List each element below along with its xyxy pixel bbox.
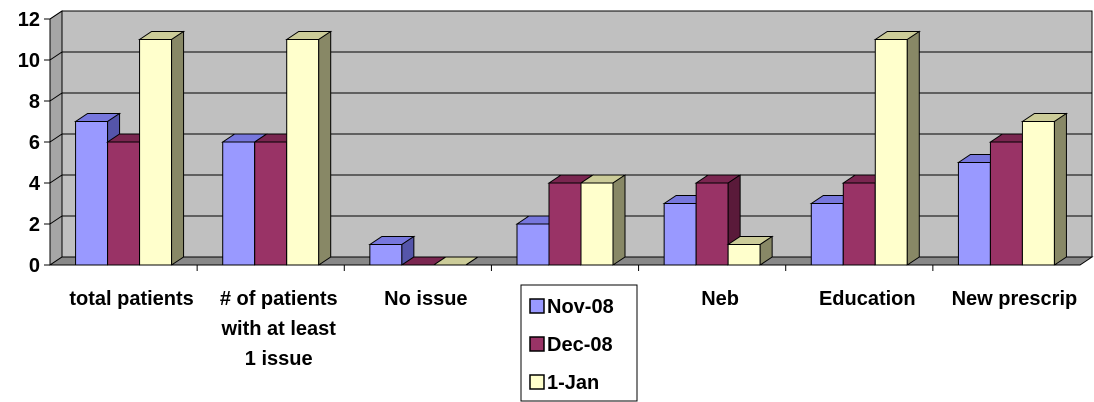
y-tick-label: 2 bbox=[29, 214, 40, 236]
bar bbox=[368, 235, 416, 266]
bar-front bbox=[107, 141, 141, 266]
x-category-label: No issue bbox=[384, 288, 467, 310]
bar-side bbox=[465, 256, 479, 266]
bar bbox=[873, 30, 921, 266]
bar-front bbox=[516, 223, 550, 266]
x-category-label: # of patients with at least 1 issue bbox=[220, 288, 338, 370]
y-axis-tick-labels: 0 2 4 6 8 10 12 bbox=[18, 9, 41, 277]
y-tick-label: 6 bbox=[29, 132, 40, 154]
bar-side bbox=[318, 30, 332, 266]
gridline bbox=[49, 174, 1092, 184]
bar-side bbox=[759, 235, 773, 266]
legend-label: 1-Jan bbox=[547, 372, 599, 394]
bar-side bbox=[906, 30, 920, 266]
bar-front bbox=[254, 141, 288, 266]
y-tick-label: 0 bbox=[29, 255, 40, 277]
x-category-label: Education bbox=[819, 288, 916, 310]
bar-front bbox=[75, 121, 109, 266]
y-tick-label: 4 bbox=[29, 173, 41, 195]
x-category-label: New prescrip bbox=[952, 288, 1078, 310]
legend-label: Nov-08 bbox=[547, 296, 614, 318]
legend-label: Dec-08 bbox=[547, 334, 613, 356]
gridline bbox=[49, 51, 1092, 61]
bar bbox=[137, 30, 186, 266]
bar bbox=[432, 256, 480, 266]
bars bbox=[73, 30, 1069, 266]
legend: Nov-08 Dec-08 1-Jan bbox=[520, 284, 638, 402]
gridline bbox=[49, 92, 1092, 102]
bar-side bbox=[612, 174, 626, 266]
bar-front bbox=[810, 203, 844, 266]
gridline bbox=[49, 133, 1092, 143]
gridline bbox=[49, 10, 1092, 20]
x-category-label: Neb bbox=[701, 288, 739, 310]
x-category-label: total patients bbox=[69, 288, 193, 310]
bar-side bbox=[171, 30, 185, 266]
bar-front bbox=[286, 39, 320, 266]
bar bbox=[579, 174, 627, 266]
bar-front bbox=[727, 244, 761, 266]
bar-side bbox=[1053, 112, 1067, 266]
y-tick-label: 12 bbox=[18, 9, 40, 31]
bar-front bbox=[874, 39, 908, 266]
bar bbox=[1020, 112, 1069, 266]
bar-front bbox=[1021, 121, 1055, 266]
bar bbox=[285, 30, 333, 266]
x-axis-category-labels: total patients # of patients with at least… bbox=[69, 288, 1077, 370]
gridlines bbox=[49, 10, 1092, 225]
bar-front bbox=[548, 182, 582, 266]
gridline bbox=[49, 215, 1092, 225]
bar-front bbox=[957, 162, 991, 266]
legend-swatch bbox=[529, 374, 545, 390]
bar-front bbox=[842, 182, 876, 266]
bar-front bbox=[580, 182, 614, 266]
bar bbox=[726, 235, 774, 266]
legend-swatch bbox=[529, 298, 545, 314]
bar-front bbox=[989, 141, 1023, 266]
bar-front bbox=[139, 39, 173, 266]
bar-front bbox=[663, 203, 697, 266]
y-tick-label: 10 bbox=[18, 50, 40, 72]
legend-swatch bbox=[529, 336, 545, 352]
bar-front bbox=[695, 182, 729, 266]
bar-front bbox=[369, 244, 403, 266]
y-tick-label: 8 bbox=[29, 91, 40, 113]
bar-front bbox=[222, 141, 256, 266]
